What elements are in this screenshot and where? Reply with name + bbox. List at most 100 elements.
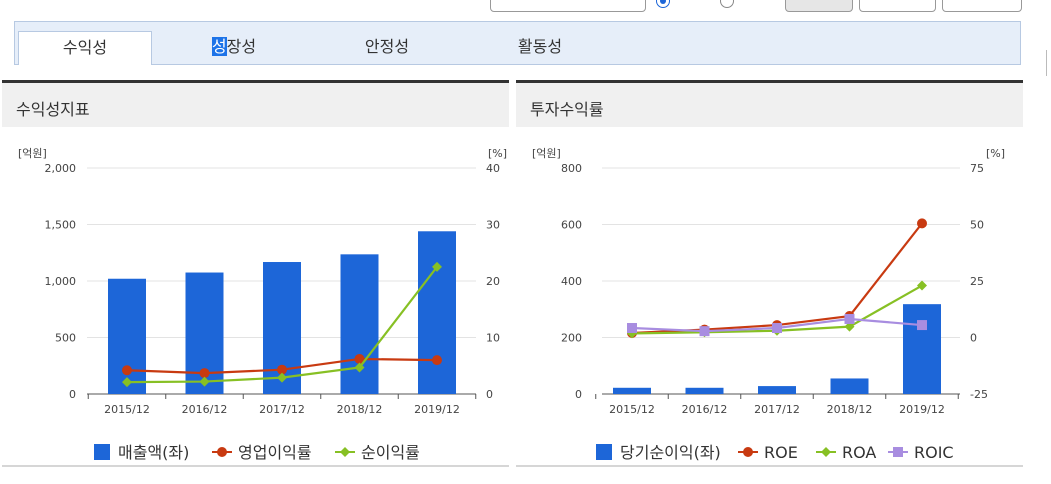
legend-swatch: [94, 444, 110, 460]
bar: [108, 278, 146, 394]
panel-bottom-border: [2, 465, 509, 467]
legend-label: 영업이익률: [238, 443, 312, 462]
y-tick-left: 0: [575, 388, 582, 401]
series-line: [631, 222, 923, 335]
x-tick-label: 2019/12: [899, 403, 945, 416]
x-tick-label: 2015/12: [609, 403, 655, 416]
y-tick-left: 400: [561, 275, 582, 288]
legend-label: ROA: [842, 443, 876, 462]
investment-return-panel: 투자수익률 [억원] [%] 800 75 600 50 400 25 200 0 0 -25 2015…: [516, 80, 1023, 468]
data-point: [122, 365, 132, 376]
panel-header: 수익성지표: [2, 83, 509, 127]
panel-top-border: [516, 80, 1023, 83]
bar: [830, 378, 869, 394]
y-tick-right: 40: [486, 162, 500, 175]
legend-label: 매출액(좌): [118, 443, 189, 462]
data-point: [277, 372, 287, 383]
panel-bottom-border: [516, 465, 1023, 467]
x-tick-label: 2018/12: [827, 403, 873, 416]
toolbar-button-1[interactable]: [859, 0, 936, 12]
y-tick-left: 500: [55, 332, 76, 345]
y-tick-left: 0: [69, 388, 76, 401]
y-tick-left: 1,500: [45, 219, 77, 232]
period-select[interactable]: [490, 0, 646, 12]
bar: [613, 387, 651, 394]
y-tick-right: 0: [970, 332, 977, 345]
y-tick-right: 20: [486, 275, 500, 288]
x-tick-label: 2015/12: [104, 403, 150, 416]
y-axis-right-label: [%]: [986, 147, 1005, 160]
y-tick-left: 600: [561, 219, 582, 232]
data-point: [917, 218, 927, 229]
data-point: [432, 261, 442, 272]
x-tick-label: 2017/12: [259, 403, 305, 416]
tab-label: 수익성: [62, 38, 108, 57]
tab-profitability[interactable]: 수익성: [18, 31, 152, 65]
bar: [903, 304, 941, 394]
legend-marker: [821, 447, 831, 457]
data-point: [199, 376, 210, 387]
tab-label: 안정성: [364, 37, 410, 56]
data-point: [432, 355, 442, 366]
y-tick-right: -25: [970, 388, 988, 401]
top-toolbar: [0, 0, 1051, 14]
legend-label: 당기순이익(좌): [620, 443, 721, 462]
panel-top-border: [2, 80, 509, 83]
tab-growth[interactable]: 성장성: [167, 31, 301, 65]
legend-marker: [743, 447, 753, 457]
panel-title: 투자수익률: [530, 100, 604, 119]
data-point: [354, 353, 365, 364]
y-tick-left: 800: [561, 162, 582, 175]
radio-option-1[interactable]: [656, 0, 670, 8]
bar: [340, 254, 379, 394]
tab-label: 장성: [226, 37, 257, 56]
tab-label: 활동성: [517, 37, 563, 56]
data-point: [772, 323, 782, 334]
tab-activity[interactable]: 활동성: [473, 31, 607, 65]
bar: [685, 387, 724, 394]
data-point: [917, 280, 927, 291]
y-tick-right: 0: [486, 388, 493, 401]
x-tick-label: 2018/12: [337, 403, 383, 416]
legend-label: ROE: [764, 443, 798, 462]
scrollbar[interactable]: [1046, 50, 1047, 76]
legend-label: 순이익률: [361, 443, 420, 462]
radio-option-2[interactable]: [720, 0, 734, 8]
data-point: [917, 320, 927, 331]
x-tick-label: 2016/12: [682, 403, 728, 416]
tab-bar: 수익성 성장성 안정성 활동성: [14, 21, 1021, 65]
bar: [418, 231, 456, 394]
search-button[interactable]: [785, 0, 853, 12]
data-point: [199, 368, 210, 379]
x-tick-label: 2016/12: [182, 403, 228, 416]
x-tick-label: 2017/12: [754, 403, 800, 416]
y-axis-right-label: [%]: [488, 147, 507, 160]
profitability-chart: [억원] [%] 2,000 40 1,500 30 1,000 20 500 10 0 0 2015/…: [18, 147, 507, 462]
y-tick-right: 75: [970, 162, 984, 175]
legend-label: ROIC: [914, 443, 954, 462]
y-tick-right: 30: [486, 219, 500, 232]
y-axis-left-label: [억원]: [532, 147, 561, 160]
investment-return-chart: [억원] [%] 800 75 600 50 400 25 200 0 0 -25 2015/12 201…: [532, 147, 1005, 462]
x-tick-label: 2019/12: [414, 403, 460, 416]
toolbar-button-2[interactable]: [942, 0, 1022, 12]
bar: [758, 386, 796, 394]
data-point: [844, 313, 855, 324]
legend-marker: [893, 447, 903, 457]
panel-header: 투자수익률: [516, 83, 1023, 127]
legend-swatch: [596, 444, 612, 460]
data-point: [354, 362, 365, 373]
y-tick-right: 10: [486, 332, 500, 345]
legend-marker: [340, 447, 350, 457]
panel-title: 수익성지표: [16, 100, 90, 119]
legend-marker: [217, 447, 227, 457]
data-point: [277, 364, 287, 375]
profitability-panel: 수익성지표 [억원] [%] 2,000 40 1,500 30 1,000 20 500 10 0…: [2, 80, 509, 468]
tab-stability[interactable]: 안정성: [320, 31, 454, 65]
y-axis-left-label: [억원]: [18, 147, 47, 160]
tab-label-highlight: 성: [211, 37, 227, 56]
y-tick-left: 200: [561, 332, 582, 345]
y-tick-left: 2,000: [45, 162, 77, 175]
y-tick-right: 50: [970, 219, 984, 232]
data-point: [122, 377, 132, 388]
